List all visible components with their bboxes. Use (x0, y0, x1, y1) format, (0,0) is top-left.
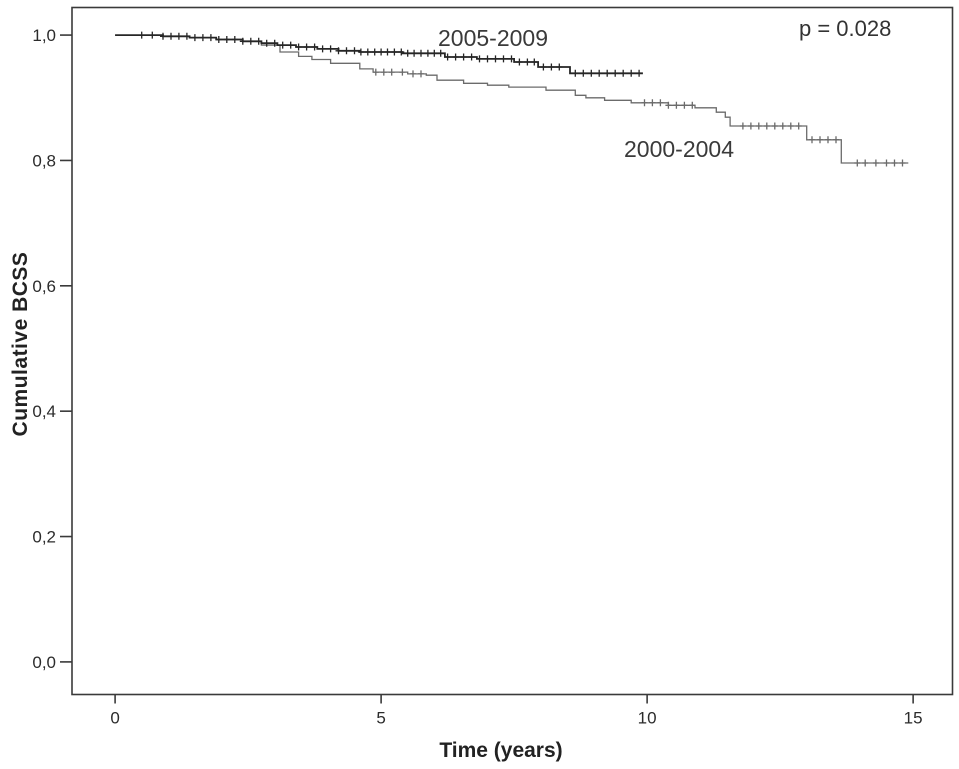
plot-border (71, 6, 954, 696)
x-tick-label: 10 (638, 709, 657, 728)
survival-curve-2000-2004 (115, 34, 909, 164)
y-tick-label: 0,8 (32, 151, 56, 170)
x-axis-title: Time (years) (439, 739, 563, 762)
y-tick-label: 1,0 (32, 26, 56, 45)
y-tick-label: 0,6 (32, 277, 56, 296)
p-value-annotation: p = 0.028 (799, 16, 892, 41)
y-tick-label: 0,2 (32, 528, 56, 547)
y-tick-label: 0,0 (32, 653, 56, 672)
x-tick-label: 0 (110, 709, 119, 728)
x-tick-label: 15 (904, 709, 923, 728)
x-tick-label: 5 (376, 709, 385, 728)
series-label-2005-2009: 2005-2009 (438, 25, 548, 51)
y-axis-title: Cumulative BCSS (9, 251, 32, 437)
series-label-2000-2004: 2000-2004 (624, 136, 734, 162)
censor-marks-2005-2009 (138, 31, 643, 77)
censor-marks-2000-2004 (372, 68, 906, 167)
y-tick-label: 0,4 (32, 402, 56, 421)
